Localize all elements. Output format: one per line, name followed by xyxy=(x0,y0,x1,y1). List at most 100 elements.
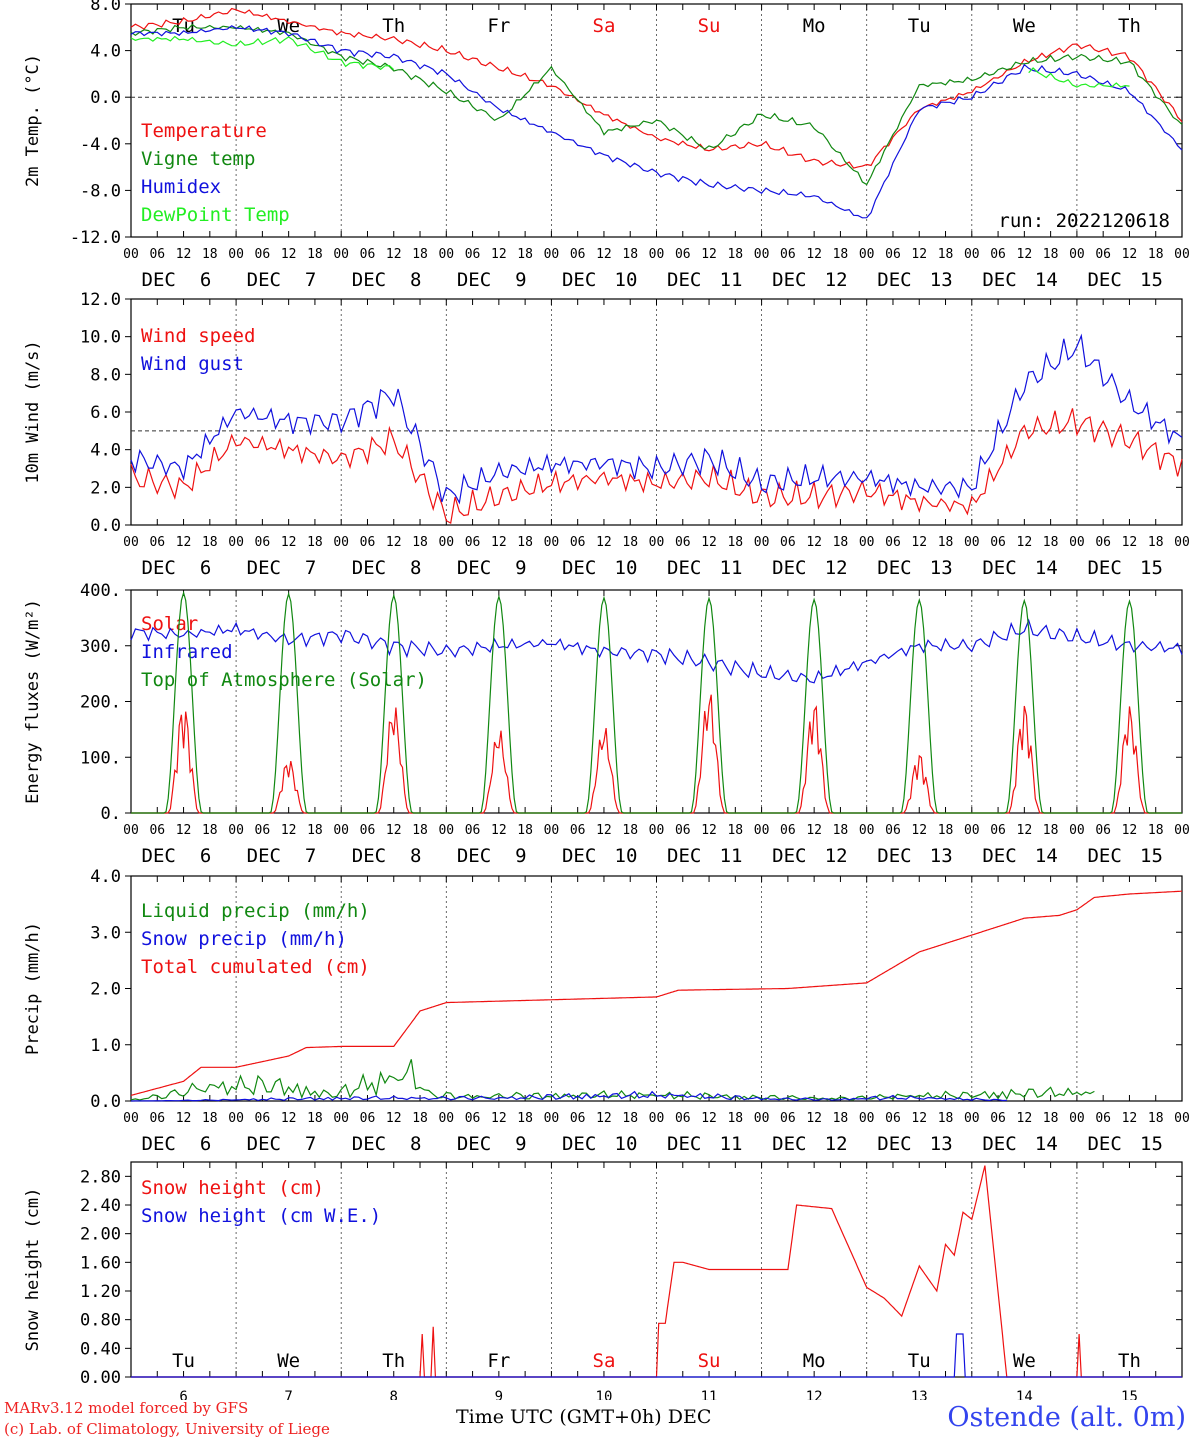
weekday-label: Fr xyxy=(487,1350,510,1372)
weekday-label: Sa xyxy=(593,15,616,37)
legend-entry: Wind gust xyxy=(141,353,244,375)
x-hour-label: 18 xyxy=(727,823,743,838)
x-hour-label: 18 xyxy=(727,1111,743,1126)
x-hour-label: 18 xyxy=(202,247,218,262)
x-hour-label: 06 xyxy=(990,823,1006,838)
weekday-label: We xyxy=(1013,1350,1036,1372)
x-day-label: 12 xyxy=(825,269,848,291)
x-hour-label: 18 xyxy=(938,535,954,550)
x-hour-label: 00 xyxy=(754,823,770,838)
x-hour-label: 00 xyxy=(544,535,560,550)
x-hour-label: 00 xyxy=(228,247,244,262)
x-hour-label: 12 xyxy=(1017,823,1033,838)
x-day-label: 8 xyxy=(410,845,421,867)
legend-entry: Wind speed xyxy=(141,325,255,347)
weekday-label: Fr xyxy=(487,15,510,37)
y-tick-label: 2.0 xyxy=(90,980,121,1000)
x-hour-label: 06 xyxy=(360,247,376,262)
x-hour-label: 06 xyxy=(990,1111,1006,1126)
x-hour-label: 18 xyxy=(307,1111,323,1126)
x-hour-label: 00 xyxy=(438,823,454,838)
x-hour-label: 18 xyxy=(622,247,638,262)
x-hour-label: 00 xyxy=(544,1111,560,1126)
x-hour-label: 12 xyxy=(176,247,192,262)
x-hour-label: 18 xyxy=(727,535,743,550)
x-hour-label: 00 xyxy=(544,823,560,838)
x-month-label: DEC xyxy=(247,557,281,579)
y-axis-label: Precip (mm/h) xyxy=(23,922,43,1055)
y-tick-label: -4.0 xyxy=(80,135,121,155)
x-hour-label: 18 xyxy=(622,1111,638,1126)
weekday-label: Th xyxy=(382,1350,405,1372)
x-day-label: 13 xyxy=(930,557,953,579)
x-day-label: 9 xyxy=(495,1389,503,1400)
x-hour-label: 00 xyxy=(333,1111,349,1126)
x-day-label: 9 xyxy=(515,269,526,291)
x-hour-label: 18 xyxy=(1043,535,1059,550)
x-hour-label: 06 xyxy=(149,823,165,838)
x-hour-label: 00 xyxy=(1069,535,1085,550)
y-axis-label: 2m Temp. (°C) xyxy=(23,54,43,187)
legend-entry: Snow height (cm) xyxy=(141,1177,324,1199)
x-hour-label: 00 xyxy=(964,1111,980,1126)
weekday-label: Su xyxy=(698,1350,721,1372)
x-day-label: 13 xyxy=(911,1389,928,1400)
weekday-label: Th xyxy=(1118,1350,1141,1372)
y-tick-label: 0.0 xyxy=(90,516,121,536)
x-hour-label: 00 xyxy=(649,823,665,838)
x-hour-label: 12 xyxy=(596,247,612,262)
x-day-label: 11 xyxy=(720,845,743,867)
x-hour-label: 06 xyxy=(780,535,796,550)
x-hour-label: 06 xyxy=(255,823,271,838)
series-line-liquid-precip-mm-h xyxy=(130,1059,1095,1101)
x-hour-label: 12 xyxy=(701,247,717,262)
weekday-label: Sa xyxy=(593,1350,616,1372)
x-day-label: 9 xyxy=(515,557,526,579)
x-hour-label: 12 xyxy=(1017,247,1033,262)
x-day-label: 15 xyxy=(1140,557,1163,579)
x-month-label: DEC xyxy=(352,557,386,579)
x-month-label: DEC xyxy=(877,269,911,291)
x-day-label: 13 xyxy=(930,269,953,291)
x-hour-label: 12 xyxy=(386,247,402,262)
legend-entry: Liquid precip (mm/h) xyxy=(141,900,370,922)
x-hour-label: 18 xyxy=(1148,247,1164,262)
x-month-label: DEC xyxy=(562,845,596,867)
x-day-label: 15 xyxy=(1140,269,1163,291)
x-hour-label: 06 xyxy=(360,1111,376,1126)
y-tick-label: -12.0 xyxy=(70,228,121,248)
x-day-label: 14 xyxy=(1035,269,1058,291)
x-hour-label: 18 xyxy=(517,535,533,550)
x-hour-label: 00 xyxy=(438,1111,454,1126)
x-day-label: 15 xyxy=(1140,1133,1163,1155)
x-hour-label: 00 xyxy=(859,1111,875,1126)
x-day-label: 7 xyxy=(305,269,316,291)
x-hour-label: 00 xyxy=(333,247,349,262)
station-name: Ostende (alt. 0m) xyxy=(947,1402,1186,1433)
x-hour-label: 18 xyxy=(938,823,954,838)
x-day-label: 8 xyxy=(410,557,421,579)
x-hour-label: 18 xyxy=(1043,823,1059,838)
run-label: run: 2022120618 xyxy=(998,210,1170,232)
x-hour-label: 06 xyxy=(360,823,376,838)
x-hour-label: 00 xyxy=(1174,247,1190,262)
x-hour-label: 00 xyxy=(859,535,875,550)
y-tick-label: 0.00 xyxy=(80,1368,121,1388)
x-day-label: 7 xyxy=(284,1389,292,1400)
chart-panel-1: 8.0 4.0 0.0 -4.0 -8.0 -12.0 2m Temp. (°C) 00 06 1… xyxy=(23,0,1190,291)
x-hour-label: 18 xyxy=(412,823,428,838)
lab-credit: (c) Lab. of Climatology, University of L… xyxy=(4,1420,330,1438)
x-hour-label: 18 xyxy=(412,535,428,550)
series-line-snow-height-cm-w-e xyxy=(131,1333,1182,1378)
x-day-label: 9 xyxy=(515,845,526,867)
x-month-label: DEC xyxy=(667,1133,701,1155)
x-day-label: 8 xyxy=(390,1389,398,1400)
x-month-label: DEC xyxy=(142,845,176,867)
legend-entry: Humidex xyxy=(141,176,221,198)
x-hour-label: 18 xyxy=(622,535,638,550)
y-tick-label: -8.0 xyxy=(80,181,121,201)
x-day-label: 13 xyxy=(930,845,953,867)
time-axis-label: Time UTC (GMT+0h) DEC xyxy=(456,1406,712,1428)
x-hour-label: 12 xyxy=(1122,823,1138,838)
x-hour-label: 06 xyxy=(255,247,271,262)
